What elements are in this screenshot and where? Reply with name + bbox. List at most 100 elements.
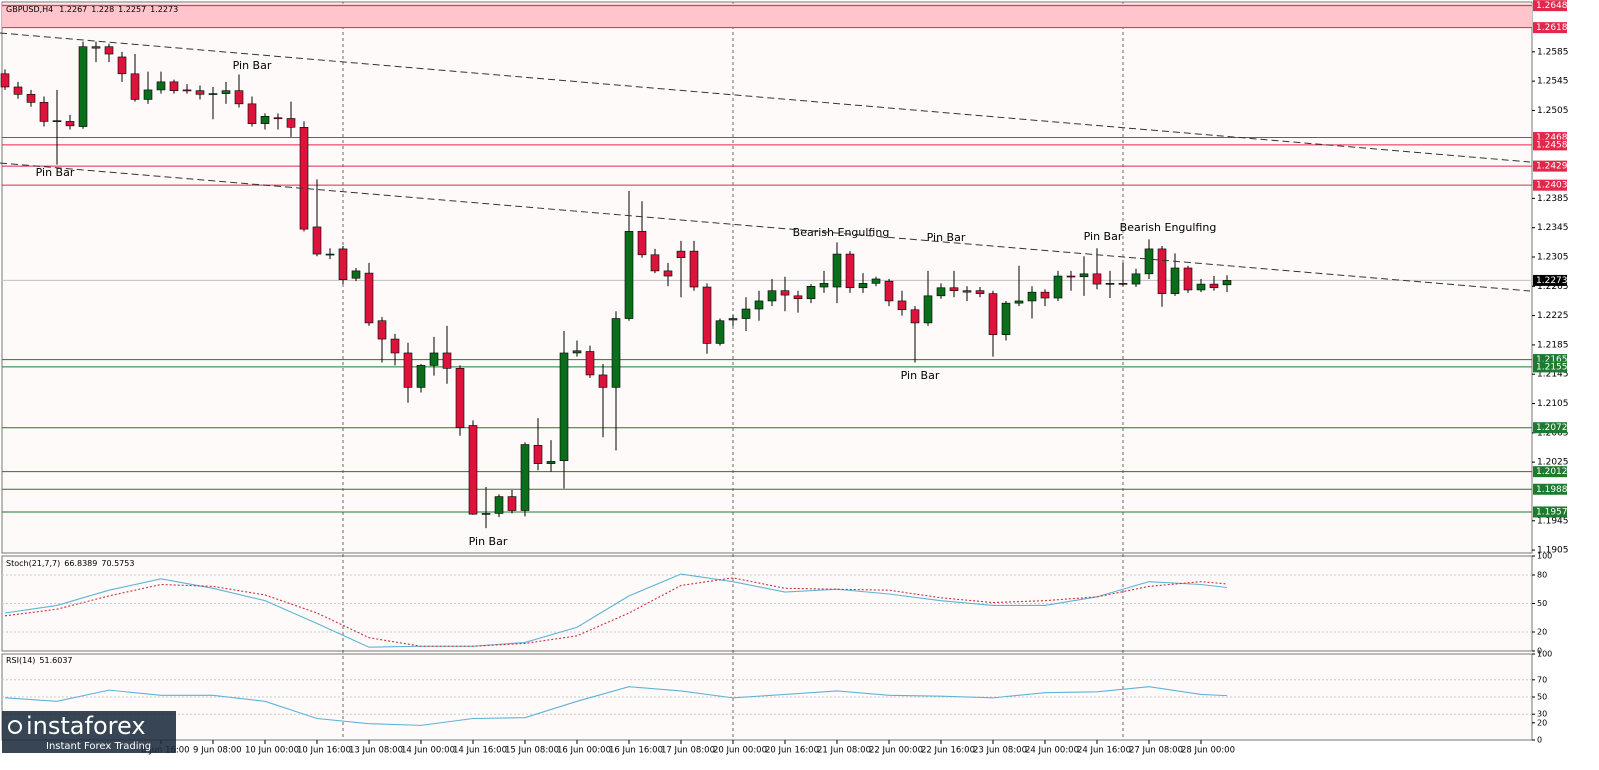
candle-body [754, 300, 764, 310]
y-tick-label: 50 [1537, 693, 1547, 702]
y-tick-label: 50 [1537, 599, 1547, 608]
x-tick-label: 22 Jun 16:00 [921, 746, 975, 756]
candle-body [1131, 273, 1141, 285]
level-label-box [1533, 422, 1567, 434]
level-label-box [1533, 0, 1567, 12]
candle-body [871, 278, 881, 284]
candle-body [1066, 275, 1076, 278]
y-tick-label: 1.2505 [1537, 106, 1569, 116]
candle-body [442, 352, 452, 369]
candle-body [910, 309, 920, 324]
logo-icon [8, 720, 22, 734]
candle-body [1222, 280, 1232, 286]
level-label: 1.2403 [1536, 181, 1568, 191]
candle-body [299, 126, 309, 230]
level-label-box [1533, 361, 1567, 373]
stoch-header: Stoch(21,7,7) 66.8389 70.5753 [6, 559, 134, 568]
ohlc-close: 1.2273 [150, 5, 178, 14]
y-tick-label: 20 [1537, 718, 1547, 727]
x-tick-label: 28 Jun 00:00 [1181, 746, 1235, 756]
price-panel [1, 1, 1533, 554]
candle-body [793, 295, 803, 300]
level-label-box [1533, 139, 1567, 151]
candle-body [234, 90, 244, 105]
candle-body [52, 120, 62, 122]
candle-body [1053, 275, 1063, 299]
candle-body [780, 290, 790, 296]
level-label: 1.1957 [1536, 507, 1568, 517]
rsi-header: RSI(14) 51.6037 [6, 656, 73, 665]
ohlc-open: 1.2267 [59, 5, 87, 14]
candle-body [884, 280, 894, 302]
trendline [0, 32, 1531, 163]
x-tick-label: 27 Jun 08:00 [1129, 746, 1183, 756]
x-tick-label: 15 Jun 08:00 [505, 746, 559, 756]
candle-body [637, 231, 647, 256]
indicator-value: 51.6037 [39, 656, 72, 665]
x-tick-label: 16 Jun 00:00 [557, 746, 611, 756]
candle-body [962, 290, 972, 293]
candle-body [429, 352, 439, 366]
level-label-box [1533, 179, 1567, 191]
annotation: Pin Bar [1084, 230, 1123, 243]
candle-body [520, 444, 530, 511]
candle-body [247, 103, 257, 124]
candle-body [611, 318, 621, 388]
logo-tagline: Instant Forex Trading [46, 741, 151, 752]
candle-body [988, 293, 998, 335]
x-tick-label: 14 Jun 16:00 [453, 746, 507, 756]
y-tick-label: 1.2265 [1537, 282, 1569, 292]
indicator-line [4, 573, 1228, 648]
candle-body [260, 116, 270, 124]
x-tick-label: 20 Jun 00:00 [713, 746, 767, 756]
annotation: Pin Bar [469, 535, 508, 548]
level-label: 1.2072 [1536, 423, 1568, 433]
candle-body [546, 461, 556, 464]
level-label-box [1533, 483, 1567, 495]
logo: instaforex Instant Forex Trading [2, 711, 176, 753]
candle-body [819, 283, 829, 288]
x-tick-label: 24 Jun 16:00 [1077, 746, 1131, 756]
y-tick-label: 1.2585 [1537, 47, 1569, 57]
y-tick-label: 1.2065 [1537, 428, 1569, 438]
candle-body [312, 226, 322, 255]
indicator-name: Stoch(21,7,7) [6, 559, 60, 568]
candle-body [1014, 300, 1024, 304]
candle-body [325, 253, 335, 256]
y-tick-label: 1.2345 [1537, 223, 1569, 233]
candle-body [1196, 283, 1206, 291]
candle-body [728, 318, 738, 321]
y-tick-label: 0 [1537, 736, 1542, 745]
annotation: Bearish Engulfing [793, 226, 890, 239]
y-tick-label: 30 [1537, 710, 1547, 719]
y-tick-label: 100 [1537, 650, 1552, 659]
candle-body [1079, 273, 1089, 278]
candle-body [559, 352, 569, 461]
candle-body [390, 338, 400, 354]
x-tick-label: 14 Jun 00:00 [401, 746, 455, 756]
candle-body [949, 287, 959, 291]
annotation: Pin Bar [233, 59, 272, 72]
candle-body [169, 81, 179, 91]
candle-body [507, 496, 517, 511]
candle-body [923, 295, 933, 324]
candle-body [1105, 283, 1115, 285]
level-label-box [1533, 22, 1567, 34]
y-tick-label: 100 [1537, 552, 1552, 561]
candle-body [364, 272, 374, 324]
x-tick-label: 20 Jun 16:00 [765, 746, 819, 756]
x-tick-label: 13 Jun 08:00 [349, 746, 403, 756]
trendline [0, 162, 1531, 292]
candle-body [182, 89, 192, 92]
x-tick-label: 24 Jun 00:00 [1025, 746, 1079, 756]
y-tick-label: 0 [1537, 647, 1542, 656]
level-label-box [1533, 160, 1567, 172]
symbol: GBPUSD,H4 [6, 5, 53, 14]
candle-body [702, 286, 712, 344]
candle-body [65, 121, 75, 127]
candle-body [1040, 291, 1050, 299]
candle-body [1183, 267, 1193, 291]
annotation: Pin Bar [927, 231, 966, 244]
indicator-name: RSI(14) [6, 656, 35, 665]
level-label-box [1533, 132, 1567, 144]
